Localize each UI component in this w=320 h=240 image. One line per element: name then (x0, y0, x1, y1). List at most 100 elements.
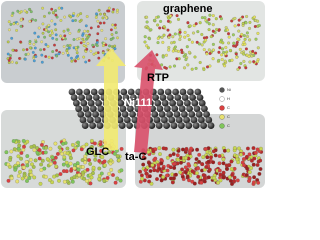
atom (170, 180, 175, 185)
atom (161, 40, 165, 44)
atom (32, 148, 37, 153)
atom (55, 54, 59, 58)
atom (206, 175, 211, 180)
atom (7, 59, 11, 62)
atom (9, 54, 12, 57)
atom (138, 169, 143, 174)
atom (112, 151, 117, 156)
atom (16, 146, 21, 151)
atom (75, 37, 79, 41)
atom (193, 55, 197, 59)
atom (88, 161, 93, 166)
atom (188, 148, 192, 153)
atom (96, 32, 100, 36)
atom (19, 156, 24, 161)
atom (102, 159, 107, 164)
atom (6, 178, 11, 183)
atom (161, 166, 166, 171)
atom (28, 157, 33, 162)
atom (200, 32, 204, 36)
atom (68, 44, 72, 47)
atom (109, 167, 114, 172)
atom (66, 44, 70, 47)
atom (73, 145, 78, 150)
atom (179, 160, 183, 165)
atom (167, 35, 171, 39)
ni-atom (176, 99, 184, 107)
atom (196, 174, 201, 179)
atom (37, 35, 40, 39)
atom (221, 47, 225, 51)
atom (226, 28, 230, 32)
atom (162, 33, 166, 37)
atom (183, 155, 188, 160)
atom (230, 58, 234, 62)
atom (89, 175, 94, 180)
atom (39, 162, 43, 167)
atom (257, 24, 261, 28)
atom (205, 155, 210, 160)
atom (214, 17, 218, 21)
atom (43, 14, 46, 18)
atom (97, 166, 102, 171)
atom (217, 50, 221, 54)
atom (250, 54, 254, 58)
atom (218, 172, 223, 177)
atom (252, 175, 257, 180)
atom (225, 167, 229, 172)
atom (252, 60, 256, 64)
atom (41, 6, 44, 10)
atom (202, 48, 206, 52)
atom (224, 26, 228, 30)
atom (92, 52, 96, 56)
atom (217, 161, 222, 166)
atom (59, 19, 63, 22)
atom (186, 63, 190, 67)
atom (66, 163, 70, 168)
ni-atom (184, 99, 191, 107)
atom (9, 149, 14, 154)
atom (104, 16, 108, 20)
legend-swatch (219, 87, 225, 93)
atom (187, 178, 191, 183)
atom (6, 40, 10, 44)
atom (79, 12, 83, 16)
atom (87, 149, 92, 154)
ni-atom (80, 99, 88, 107)
label-tac: ta-C (125, 151, 146, 163)
atom (51, 10, 55, 14)
atom (82, 55, 86, 59)
ni-atom (98, 88, 105, 96)
atom (12, 22, 16, 26)
atom (90, 151, 95, 156)
atom (84, 24, 88, 28)
atom (238, 47, 242, 51)
atom (60, 6, 64, 10)
atom (101, 16, 105, 20)
atom (188, 24, 192, 28)
ni-atom (87, 99, 95, 107)
atom (256, 59, 260, 63)
atom (241, 157, 246, 161)
atom (198, 60, 202, 64)
atom (149, 28, 153, 32)
atom (236, 67, 240, 71)
atom (180, 48, 184, 52)
atom (47, 23, 51, 27)
atom (81, 164, 85, 169)
ni-atom (161, 99, 169, 107)
atom (244, 47, 248, 51)
atom (164, 53, 168, 57)
atom (103, 151, 108, 156)
atom (207, 22, 211, 26)
atom (105, 175, 110, 180)
atom (244, 21, 248, 25)
atom (29, 145, 34, 149)
ni-atom (148, 122, 156, 129)
atom (155, 177, 159, 182)
atom (230, 182, 234, 186)
atom (7, 28, 11, 32)
atom (258, 167, 263, 171)
atom (82, 44, 86, 47)
ni-atom (164, 88, 172, 96)
